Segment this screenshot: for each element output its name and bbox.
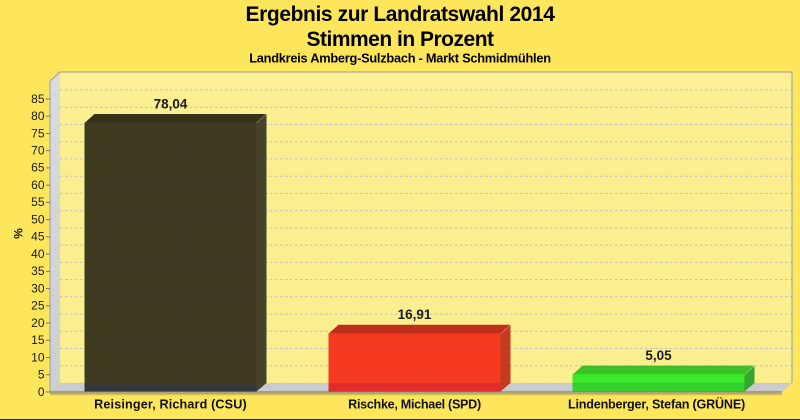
svg-text:Landkreis Amberg-Sulzbach - Ma: Landkreis Amberg-Sulzbach - Markt Schmid…: [249, 51, 551, 66]
svg-text:80: 80: [31, 109, 45, 123]
svg-text:45: 45: [31, 230, 45, 244]
svg-text:Rischke, Michael (SPD): Rischke, Michael (SPD): [348, 398, 481, 412]
svg-text:75: 75: [31, 126, 45, 140]
svg-text:Stimmen in Prozent: Stimmen in Prozent: [306, 28, 494, 51]
svg-text:85: 85: [31, 92, 45, 106]
svg-text:35: 35: [31, 264, 45, 278]
svg-text:70: 70: [31, 144, 45, 158]
svg-text:5: 5: [38, 368, 45, 382]
svg-text:%: %: [12, 228, 26, 239]
svg-text:16,91: 16,91: [398, 307, 432, 322]
svg-text:40: 40: [31, 247, 45, 261]
svg-text:55: 55: [31, 195, 45, 209]
svg-text:Lindenberger, Stefan (GRÜNE): Lindenberger, Stefan (GRÜNE): [568, 397, 745, 412]
svg-text:30: 30: [31, 281, 45, 295]
svg-text:Ergebnis zur Landratswahl 2014: Ergebnis zur Landratswahl 2014: [246, 3, 556, 26]
svg-text:15: 15: [31, 333, 45, 347]
svg-text:20: 20: [31, 316, 45, 330]
svg-text:0: 0: [38, 385, 45, 399]
svg-text:Reisinger, Richard (CSU): Reisinger, Richard (CSU): [94, 398, 247, 412]
svg-text:50: 50: [31, 213, 45, 227]
svg-text:60: 60: [31, 178, 45, 192]
svg-text:78,04: 78,04: [154, 97, 188, 112]
svg-text:65: 65: [31, 161, 45, 175]
svg-text:5,05: 5,05: [645, 348, 672, 363]
svg-text:10: 10: [31, 350, 45, 364]
svg-text:25: 25: [31, 299, 45, 313]
